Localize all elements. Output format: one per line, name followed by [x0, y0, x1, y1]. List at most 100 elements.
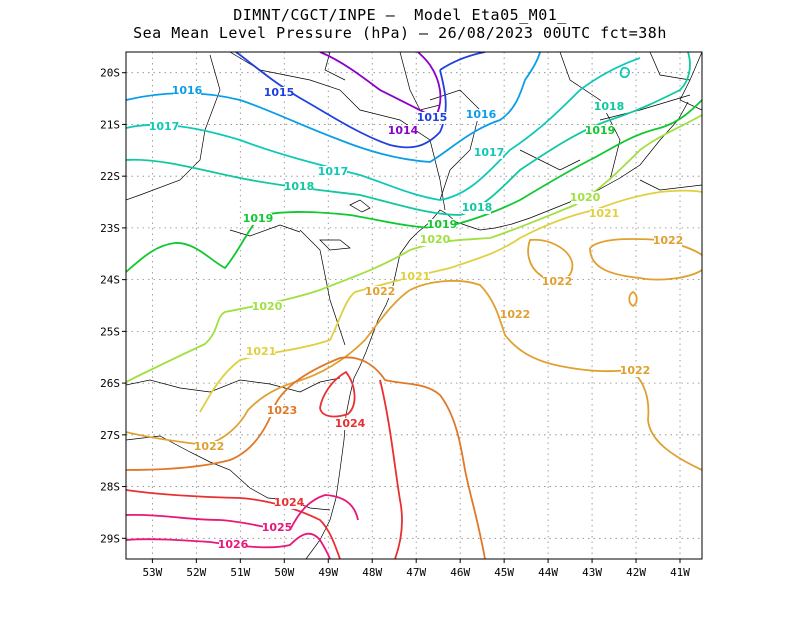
isobar-1017: [126, 57, 641, 201]
contour-label-1026: 1026: [218, 538, 249, 551]
map-frame: [125, 51, 703, 560]
map-title: DIMNT/CGCT/INPE – Model Eta05_M01_: [233, 6, 567, 24]
longitude-tick-label: 50W: [274, 566, 294, 579]
contour-label-background: [219, 539, 247, 551]
longitude-tick-label: 53W: [142, 566, 162, 579]
contour-label-background: [418, 112, 446, 124]
latitude-tick-label: 27S: [100, 429, 120, 442]
contour-label-background: [150, 121, 178, 133]
contour-label-background: [275, 497, 303, 509]
contour-label-1021: 1021: [589, 207, 620, 220]
isobar-1020: [126, 114, 702, 383]
latitude-tick-label: 25S: [100, 325, 120, 338]
longitude-tick-label: 52W: [186, 566, 206, 579]
isobar-1023: [126, 356, 486, 559]
contour-label-background: [654, 235, 682, 247]
contour-label-background: [543, 276, 571, 288]
contour-label-background: [247, 346, 275, 358]
contour-label-1017: 1017: [474, 146, 505, 159]
contour-label-1022: 1022: [620, 364, 651, 377]
contour-label-1024: 1024: [274, 496, 305, 509]
contour-label-background: [173, 85, 201, 97]
contour-labels: 1014101510151016101610171017101710181018…: [149, 84, 684, 551]
latitude-tick-label: 28S: [100, 481, 120, 494]
longitude-tick-label: 48W: [362, 566, 382, 579]
grid-lines: [126, 52, 702, 559]
longitude-tick-label: 49W: [318, 566, 338, 579]
contour-label-background: [263, 522, 291, 534]
contour-label-1018: 1018: [462, 201, 493, 214]
contour-label-1020: 1020: [570, 191, 601, 204]
contour-label-1025: 1025: [262, 521, 293, 534]
isobar-1015-b: [439, 52, 486, 71]
contour-label-background: [463, 202, 491, 214]
isobar-1024-b: [319, 370, 356, 418]
contour-label-background: [336, 418, 364, 430]
isobar-1019: [126, 99, 702, 273]
contour-label-1019: 1019: [585, 124, 616, 137]
contour-label-background: [475, 147, 503, 159]
map-subtitle: Sea Mean Level Pressure (hPa) – 26/08/20…: [133, 24, 667, 42]
longitude-tick-label: 51W: [230, 566, 250, 579]
contour-label-background: [428, 219, 456, 231]
contour-label-1021: 1021: [400, 270, 431, 283]
contour-label-background: [366, 286, 394, 298]
latitude-tick-label: 20S: [100, 67, 120, 80]
contour-label-1016: 1016: [466, 108, 497, 121]
isobar-1014: [319, 52, 442, 120]
latitude-tick-label: 22S: [100, 170, 120, 183]
contour-label-1014: 1014: [388, 124, 419, 137]
longitude-tick-label: 42W: [626, 566, 646, 579]
contour-label-1019: 1019: [427, 218, 458, 231]
contour-label-1022: 1022: [500, 308, 531, 321]
contour-label-1020: 1020: [252, 300, 283, 313]
contour-label-1017: 1017: [318, 165, 349, 178]
isobar-1019-closed: [619, 67, 630, 78]
contour-label-background: [319, 166, 347, 178]
isobar-1022-d: [628, 290, 638, 308]
contour-label-1022: 1022: [653, 234, 684, 247]
contour-label-background: [244, 213, 272, 225]
contour-label-1022: 1022: [542, 275, 573, 288]
contour-label-background: [571, 192, 599, 204]
contour-label-1019: 1019: [243, 212, 274, 225]
longitude-tick-label: 45W: [494, 566, 514, 579]
contour-label-background: [467, 109, 495, 121]
longitude-tick-label: 44W: [538, 566, 558, 579]
contour-label-background: [595, 101, 623, 113]
longitude-tick-label: 47W: [406, 566, 426, 579]
contour-label-background: [268, 405, 296, 417]
latitude-tick-label: 21S: [100, 118, 120, 131]
isobar-1016: [126, 52, 541, 163]
contour-label-1021: 1021: [246, 345, 277, 358]
contour-label-background: [265, 87, 293, 99]
contour-label-background: [501, 309, 529, 321]
latitude-tick-label: 26S: [100, 377, 120, 390]
latitude-tick-label: 24S: [100, 274, 120, 287]
contour-label-1018: 1018: [284, 180, 315, 193]
contour-label-background: [421, 234, 449, 246]
contour-label-1024: 1024: [335, 417, 366, 430]
isobar-1022-b: [589, 238, 702, 281]
contour-label-background: [401, 271, 429, 283]
contour-label-1016: 1016: [172, 84, 203, 97]
contour-label-1015: 1015: [264, 86, 295, 99]
latitude-tick-label: 29S: [100, 532, 120, 545]
contour-label-background: [586, 125, 614, 137]
contour-label-1020: 1020: [420, 233, 451, 246]
contour-label-1018: 1018: [594, 100, 625, 113]
contour-label-1015: 1015: [417, 111, 448, 124]
longitude-tick-label: 46W: [450, 566, 470, 579]
contour-label-background: [195, 441, 223, 453]
contour-label-1017: 1017: [149, 120, 180, 133]
longitude-tick-label: 41W: [670, 566, 690, 579]
latitude-tick-label: 23S: [100, 222, 120, 235]
latitude-ticks: 20S 21S 22S 23S 24S 25S 26S 27S 28S 29S: [100, 67, 126, 545]
contour-label-background: [389, 125, 417, 137]
isobars: [126, 52, 702, 559]
contour-label-background: [590, 208, 618, 220]
isobar-1024-a: [126, 489, 341, 559]
contour-label-background: [285, 181, 313, 193]
longitude-ticks: 53W 52W 51W 50W 49W 48W 47W 46W 45W 44W 43W 42W 41W: [142, 559, 690, 579]
